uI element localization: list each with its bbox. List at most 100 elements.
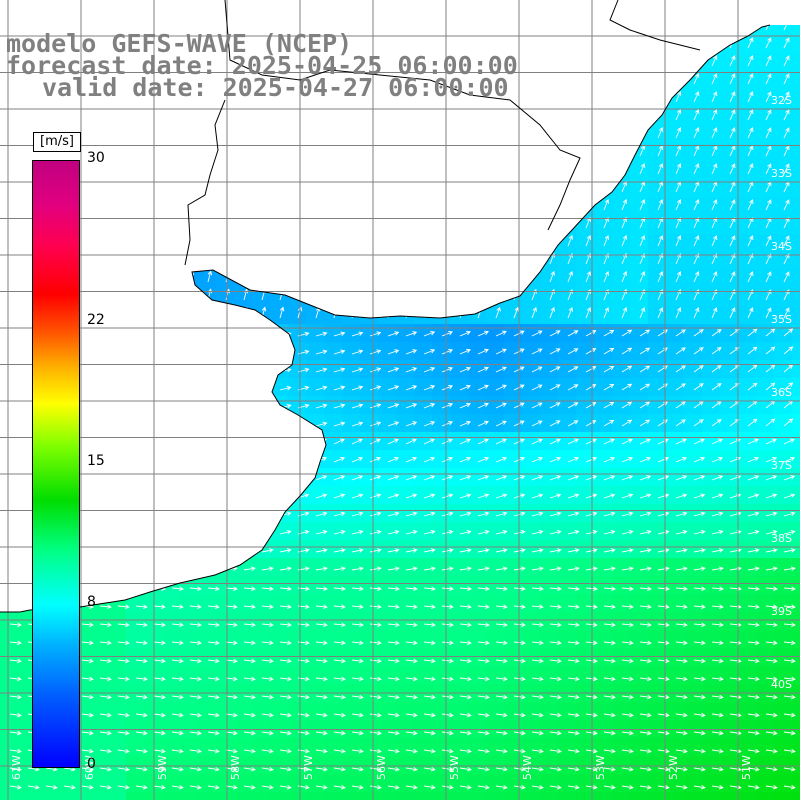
speed-cell-1483 (774, 576, 793, 595)
speed-cell-1350 (0, 540, 19, 559)
speed-cell-254 (522, 90, 541, 109)
wind-arrow-1286 (189, 548, 202, 553)
wind-arrow-1451 (783, 604, 796, 610)
speed-cell-1760 (90, 702, 109, 721)
wind-arrow-277 (243, 126, 249, 139)
wind-arrow-283 (351, 126, 357, 139)
wind-arrow-1262 (549, 529, 562, 535)
wind-arrow-1647 (351, 694, 364, 700)
wind-arrow-79 (639, 37, 646, 49)
speed-cell-11 (198, 0, 217, 19)
speed-cell-1471 (558, 576, 577, 595)
wind-arrow-1193 (99, 511, 112, 517)
speed-cell-307 (666, 108, 685, 127)
speed-cell-519 (432, 198, 451, 217)
wind-arrow-1504 (153, 640, 166, 646)
wind-arrow-167 (639, 73, 646, 85)
wind-arrow-1755 (711, 730, 724, 736)
wind-arrow-1188 (9, 511, 22, 517)
wind-arrow-127 (711, 55, 718, 67)
wind-arrow-974 (117, 422, 130, 428)
speed-cell-866 (198, 342, 217, 361)
speed-cell-776 (198, 306, 217, 325)
speed-cell-1615 (720, 630, 739, 649)
wind-arrow-796 (81, 351, 94, 356)
speed-cell-1781 (468, 702, 487, 721)
speed-cell-2009 (522, 792, 541, 800)
wind-arrow-70 (477, 36, 483, 49)
speed-cell-1917 (486, 756, 505, 775)
wind-arrow-652 (657, 271, 664, 283)
speed-cell-1464 (432, 576, 451, 595)
wind-arrow-248 (513, 108, 519, 121)
wind-arrow-646 (549, 270, 555, 283)
wind-arrow-67 (423, 36, 429, 49)
wind-arrow-889 (171, 386, 184, 392)
wind-arrow-1485 (603, 622, 616, 628)
speed-cell-1676 (198, 666, 217, 685)
wind-arrow-1697 (459, 712, 472, 718)
wind-arrow-745 (747, 307, 754, 319)
wind-arrow-1531 (639, 640, 652, 646)
speed-cell-1212 (756, 468, 775, 487)
wind-arrow-985 (315, 421, 328, 427)
wind-arrow-1223 (639, 511, 652, 517)
speed-cell-1234 (342, 486, 361, 505)
speed-cell-1368 (324, 540, 343, 559)
speed-cell-895 (720, 342, 739, 361)
wind-arrow-1608 (441, 676, 454, 682)
speed-cell-351 (648, 126, 667, 145)
speed-cell-1275 (270, 504, 289, 523)
speed-cell-1515 (540, 594, 559, 613)
wind-arrow-131 (783, 55, 790, 67)
speed-cell-1310 (90, 522, 109, 541)
wind-arrow-1590 (117, 676, 130, 682)
speed-cell-966 (378, 378, 397, 397)
speed-cell-1462 (396, 576, 415, 595)
speed-cell-1373 (414, 540, 433, 559)
speed-cell-37 (666, 0, 685, 19)
wind-arrow-1511 (279, 640, 292, 646)
speed-cell-692 (306, 270, 325, 289)
speed-cell-1778 (414, 702, 433, 721)
wind-arrow-395 (783, 163, 790, 175)
speed-cell-1511 (468, 594, 487, 613)
wind-arrow-541 (243, 234, 249, 247)
speed-cell-1062 (486, 414, 505, 433)
wind-arrow-19 (351, 25, 357, 31)
wind-arrow-1890 (765, 784, 778, 790)
wind-arrow-1728 (225, 730, 238, 736)
wind-arrow-1446 (693, 604, 706, 610)
wind-arrow-1687 (279, 712, 292, 718)
wind-arrow-331 (423, 144, 429, 157)
speed-cell-221 (738, 72, 757, 91)
wind-arrow-1601 (315, 676, 328, 682)
wind-arrow-538 (189, 234, 195, 247)
speed-cell-1595 (360, 630, 379, 649)
wind-arrow-535 (135, 234, 140, 247)
wind-arrow-1164 (369, 493, 382, 499)
wind-arrow-209 (603, 90, 610, 103)
wind-arrow-1583 (783, 658, 796, 664)
speed-cell-1415 (360, 558, 379, 577)
wind-arrow-389 (675, 163, 682, 175)
wind-arrow-216 (729, 91, 736, 103)
speed-cell-1063 (504, 414, 523, 433)
wind-arrow-1874 (477, 784, 490, 790)
wind-arrow-1683 (207, 712, 220, 718)
speed-cell-1963 (504, 774, 523, 793)
speed-cell-1787 (576, 702, 595, 721)
speed-cell-481 (558, 180, 577, 199)
speed-cell-1296 (648, 504, 667, 523)
speed-cell-417 (216, 162, 235, 181)
speed-cell-1365 (270, 540, 289, 559)
speed-cell-1767 (216, 702, 235, 721)
wind-arrow-1200 (225, 511, 238, 517)
speed-cell-1895 (90, 756, 109, 775)
wind-arrow-792 (9, 351, 22, 357)
wind-arrow-550 (405, 234, 411, 247)
speed-cell-1248 (594, 486, 613, 505)
wind-arrow-1425 (315, 604, 328, 610)
